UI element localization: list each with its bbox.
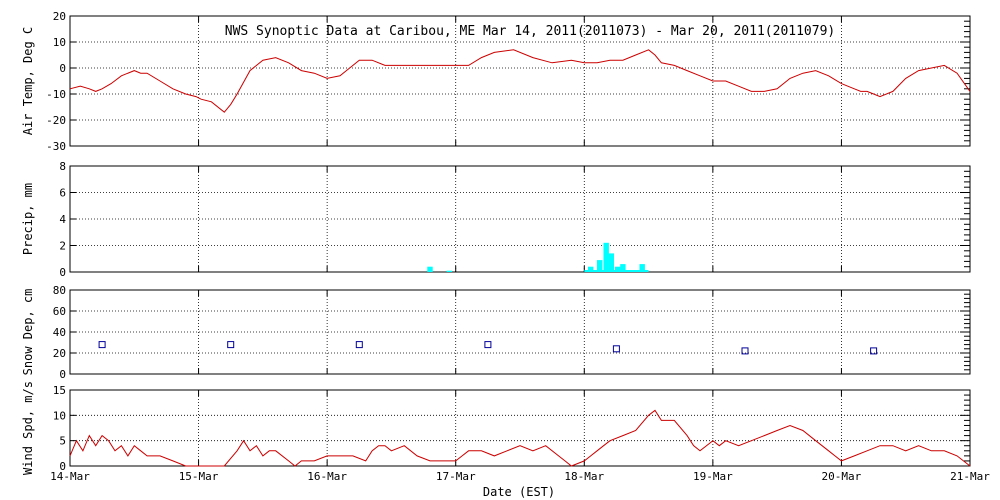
y-tick-label: 80	[53, 284, 66, 297]
y-tick-label: 2	[59, 240, 66, 253]
x-tick-label: 21-Mar	[950, 470, 990, 483]
precip-bar	[603, 242, 609, 272]
series-line	[69, 409, 971, 467]
y-tick-label: 0	[59, 266, 66, 279]
y-axis-label: Wind Spd, m/s	[21, 381, 35, 475]
precip-bar	[446, 270, 452, 272]
y-tick-label: 5	[59, 435, 66, 448]
y-tick-label: 60	[53, 305, 66, 318]
series-line	[69, 49, 971, 113]
x-tick-label: 16-Mar	[307, 470, 347, 483]
panel-frame	[69, 389, 971, 467]
y-tick-label: -30	[46, 140, 66, 153]
precip-bar	[615, 266, 621, 272]
panel-1: -30 -20 -10 0 10 20 Air Temp, Deg C	[21, 10, 971, 153]
chart-title: NWS Synoptic Data at Caribou, ME Mar 14,…	[225, 24, 835, 39]
y-tick-label: 0	[59, 368, 66, 381]
y-tick-label: 0	[59, 62, 66, 75]
y-tick-label: 15	[53, 384, 66, 397]
y-tick-label: 8	[59, 160, 66, 173]
y-tick-label: 20	[53, 347, 66, 360]
y-tick-label: 6	[59, 187, 66, 200]
x-axis-label: Date (EST)	[483, 485, 555, 499]
snow-depth-point	[98, 341, 106, 349]
precip-bar	[639, 264, 645, 272]
y-tick-label: 20	[53, 10, 66, 23]
y-tick-label: -10	[46, 88, 66, 101]
x-tick-label: 19-Mar	[693, 470, 733, 483]
y-axis-label: Precip, mm	[21, 183, 35, 255]
panel-frame	[69, 15, 971, 147]
precip-bar	[620, 264, 626, 272]
x-tick-label: 15-Mar	[179, 470, 219, 483]
y-tick-label: 10	[53, 409, 66, 422]
precip-bar	[427, 266, 433, 272]
x-tick-label: 14-Mar	[50, 470, 90, 483]
y-tick-label: -20	[46, 114, 66, 127]
y-tick-label: 0	[59, 460, 66, 473]
x-tick-label: 17-Mar	[436, 470, 476, 483]
x-tick-label: 20-Mar	[822, 470, 862, 483]
snow-depth-point	[227, 341, 235, 349]
snow-depth-point	[355, 341, 363, 349]
y-axis-label: Air Temp, Deg C	[21, 27, 35, 135]
y-tick-label: 4	[59, 213, 66, 226]
snow-depth-point	[484, 341, 492, 349]
panel-3: 0 20 40 60 80 Snow Dep, cm	[21, 284, 971, 381]
panel-4: 0 5 10 15 Wind Spd, m/s 14-Mar 15-Mar 16-Mar 17-…	[21, 381, 990, 483]
precip-bar	[608, 253, 614, 272]
panel-2: 0 2 4 6 8 Precip, mm	[21, 160, 971, 279]
precip-bar	[588, 266, 594, 272]
y-axis-label: Snow Dep, cm	[21, 289, 35, 376]
precip-bar	[597, 260, 603, 272]
x-tick-label: 18-Mar	[564, 470, 604, 483]
snow-depth-point	[741, 347, 749, 355]
snow-depth-point	[612, 345, 620, 353]
snow-depth-point	[870, 347, 878, 355]
y-tick-label: 10	[53, 36, 66, 49]
y-tick-label: 40	[53, 326, 66, 339]
